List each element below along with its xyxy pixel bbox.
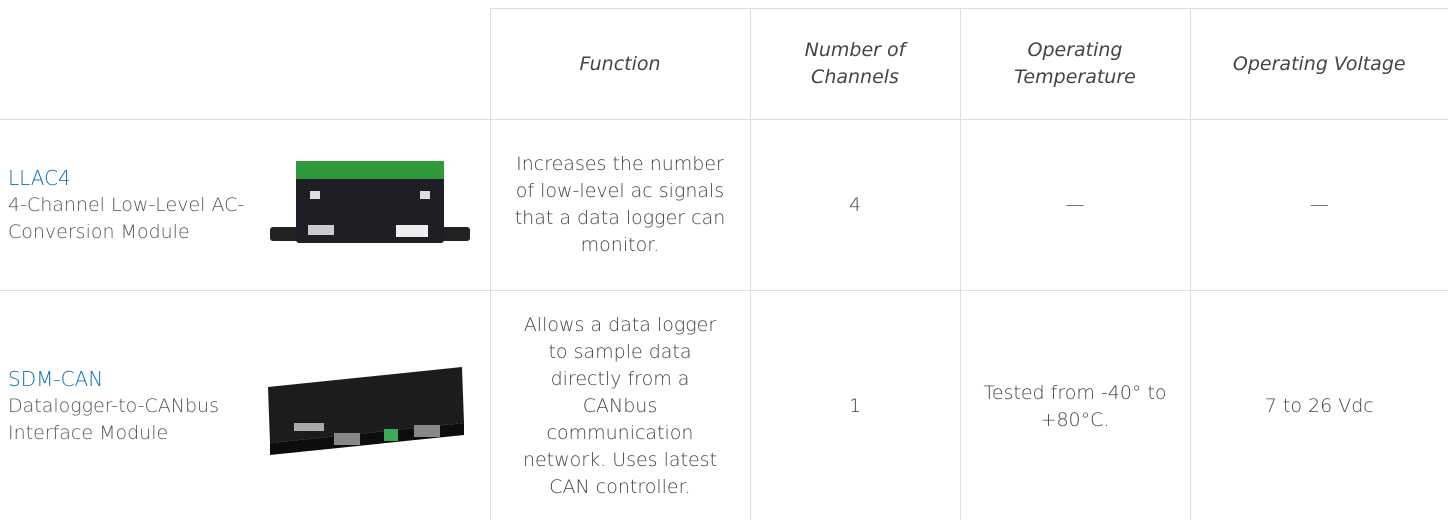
product-description: Datalogger-to-CANbus Interface Module: [8, 395, 219, 444]
cell: —: [959, 119, 1190, 291]
header-blank: [0, 8, 490, 120]
cell: 4: [749, 119, 960, 291]
product-cell: SDM-CAN Datalogger-to-CANbus Interface M…: [0, 291, 490, 520]
product-table: Function Number of Channels Operating Te…: [0, 8, 1448, 520]
product-row: LLAC4 4-Channel Low-Level AC-Conversion …: [0, 119, 1448, 291]
product-description: 4-Channel Low-Level AC-Conversion Module: [8, 193, 245, 243]
page: Function Number of Channels Operating Te…: [0, 8, 1448, 520]
cell: 7 to 26 Vdc: [1189, 290, 1448, 520]
cell: Increases the number of low-level ac sig…: [489, 119, 750, 291]
product-image: [267, 366, 464, 455]
header-row: Function Number of Channels Operating Te…: [0, 8, 1448, 120]
product-image: [269, 161, 470, 243]
cell: Allows a data logger to sample data dire…: [489, 290, 750, 520]
cell: —: [1189, 119, 1448, 291]
product-link[interactable]: LLAC4: [8, 165, 71, 190]
header-cell: Number of Channels: [749, 8, 960, 120]
header-cell: Operating Temperature: [959, 8, 1190, 120]
product-cell: LLAC4 4-Channel Low-Level AC-Conversion …: [0, 119, 490, 291]
cell: 1: [749, 290, 960, 520]
product-link[interactable]: SDM-CAN: [8, 367, 104, 391]
product-row: SDM-CAN Datalogger-to-CANbus Interface M…: [0, 290, 1448, 520]
header-cell: Function: [489, 8, 750, 120]
header-cell: Operating Voltage: [1189, 8, 1448, 120]
cell: Tested from -40° to +80°C.: [959, 290, 1190, 520]
